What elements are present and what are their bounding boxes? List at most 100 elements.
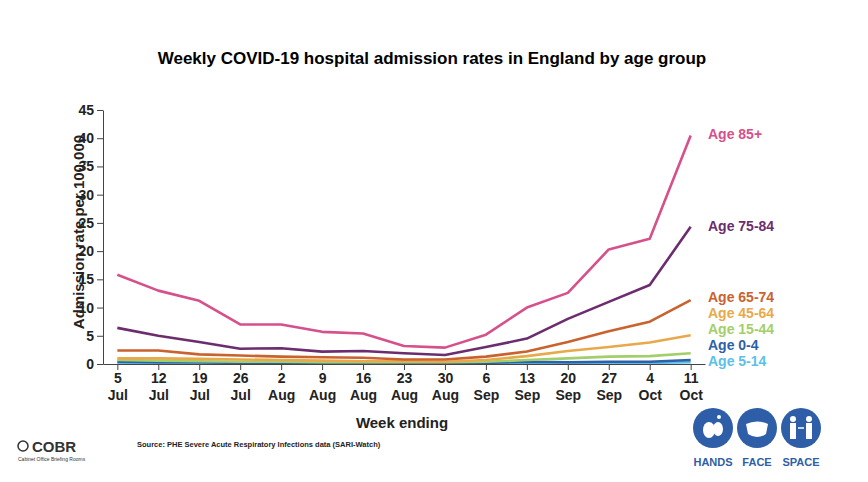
x-tick-label-line: 6: [483, 370, 491, 386]
logo-subtitle: Cabinet Office Briefing Rooms: [18, 456, 86, 462]
icon-arrow: [798, 427, 804, 429]
icon-label: FACE: [742, 456, 771, 468]
icon-mask: [746, 422, 768, 438]
y-tick-mark: [97, 110, 103, 111]
y-tick: 5: [86, 328, 103, 344]
x-tick-label-line: 11: [684, 370, 699, 386]
x-tick: 27Sep: [596, 364, 622, 403]
logo: COBRCabinet Office Briefing Rooms: [18, 438, 86, 462]
y-axis-title: Admission rate per 100,000: [70, 135, 87, 329]
x-tick: 6Sep: [474, 364, 500, 403]
series-line: [117, 135, 690, 347]
series-line: [117, 335, 690, 362]
x-tick: 5Jul: [108, 364, 128, 403]
series-label: Age 85+: [708, 126, 762, 142]
x-tick-label-line: Sep: [555, 387, 581, 403]
x-tick: 20Sep: [555, 364, 581, 403]
x-axis-title: Week ending: [356, 414, 448, 431]
y-tick-mark: [97, 336, 103, 337]
x-tick-label-line: 30: [438, 370, 454, 386]
x-tick-label: 9Aug: [309, 370, 336, 403]
x-tick-label-line: Jul: [190, 387, 210, 403]
x-tick-label-line: Jul: [108, 387, 128, 403]
y-tick-mark: [97, 308, 103, 309]
y-tick: 45: [78, 102, 103, 118]
y-tick-mark: [97, 223, 103, 224]
icon-head: [790, 416, 796, 422]
lines: [117, 135, 690, 363]
y-tick-mark: [97, 166, 103, 167]
icon-circle: [693, 408, 733, 448]
icon-label: HANDS: [693, 456, 732, 468]
x-tick: 19Jul: [190, 364, 210, 403]
x-tick-label-line: 13: [520, 370, 536, 386]
x-tick-label-line: 2: [278, 370, 286, 386]
x-tick-label-line: Aug: [268, 387, 295, 403]
x-tick-label-line: Aug: [432, 387, 459, 403]
x-tick-label-line: 9: [319, 370, 327, 386]
y-tick-label: 0: [86, 356, 94, 372]
footer-icon: HANDS: [693, 408, 733, 468]
x-tick-label: 11Oct: [679, 370, 703, 403]
series-label: Age 15-44: [708, 321, 774, 337]
x-tick-label: 6Sep: [474, 370, 500, 403]
footer-icon: FACE: [737, 408, 777, 468]
x-tick-label: 5Jul: [108, 370, 128, 403]
icon-circle: [781, 408, 821, 448]
series-line: [117, 300, 690, 359]
x-tick-label: 16Aug: [350, 370, 377, 403]
footer-icon: SPACE: [781, 408, 821, 468]
y-tick-label: 45: [78, 102, 94, 118]
x-tick: 30Aug: [432, 364, 459, 403]
series-label: Age 65-74: [708, 289, 774, 305]
x-tick-label-line: Jul: [231, 387, 251, 403]
x-tick-label-line: 20: [561, 370, 577, 386]
x-tick-label: 20Sep: [555, 370, 581, 403]
y-tick-mark: [97, 364, 103, 365]
logo-title: COBR: [32, 438, 76, 455]
series-label: Age 5-14: [708, 353, 767, 369]
series-label: Age 75-84: [708, 218, 774, 234]
icon-circle: [737, 408, 777, 448]
y-tick-label: 5: [86, 328, 94, 344]
x-tick-label-line: 16: [356, 370, 372, 386]
x-tick: 9Aug: [309, 364, 336, 403]
x-tick-label-line: Oct: [679, 387, 703, 403]
x-tick: 12Jul: [149, 364, 169, 403]
y-tick-mark: [97, 279, 103, 280]
y-axis-line: [103, 111, 104, 365]
chart: Weekly COVID-19 hospital admission rates…: [0, 0, 868, 482]
x-tick: 16Aug: [350, 364, 377, 403]
icon-body: [790, 423, 796, 439]
x-tick-label-line: Aug: [350, 387, 377, 403]
icon-hand: [713, 422, 723, 436]
x-tick-label: 2Aug: [268, 370, 295, 403]
y-tick-mark: [97, 195, 103, 196]
series-line: [117, 227, 690, 355]
x-tick-label-line: 27: [601, 370, 617, 386]
x-tick-label-line: 12: [151, 370, 167, 386]
x-tick-label-line: 19: [192, 370, 208, 386]
x-tick: 13Sep: [515, 364, 541, 403]
series-label: Age 45-64: [708, 305, 774, 321]
logo-crest: [18, 441, 28, 451]
x-tick-label: 19Jul: [190, 370, 210, 403]
icon-drop: [717, 415, 721, 419]
x-tick-label: 30Aug: [432, 370, 459, 403]
x-tick-label-line: Sep: [515, 387, 541, 403]
x-tick: 2Aug: [268, 364, 295, 403]
x-tick-label-line: Sep: [596, 387, 622, 403]
x-tick-label: 12Jul: [149, 370, 169, 403]
y-tick-mark: [97, 251, 103, 252]
x-tick-label-line: Sep: [474, 387, 500, 403]
icon-label: SPACE: [782, 456, 819, 468]
x-tick-label: 27Sep: [596, 370, 622, 403]
x-tick-label-line: 26: [233, 370, 249, 386]
x-tick-label-line: 4: [646, 370, 654, 386]
icon-body: [806, 423, 812, 439]
footer-icons: HANDS FACE SPACE: [693, 408, 821, 468]
x-tick-label-line: 5: [114, 370, 122, 386]
x-tick-label-line: 23: [397, 370, 413, 386]
x-tick: 23Aug: [391, 364, 418, 403]
x-tick: 26Jul: [231, 364, 251, 403]
